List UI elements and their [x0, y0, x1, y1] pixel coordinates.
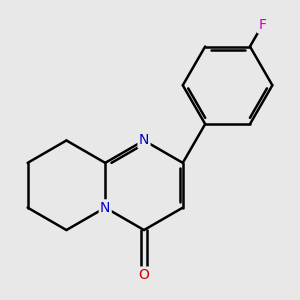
- Text: N: N: [139, 134, 149, 148]
- Text: O: O: [139, 268, 149, 282]
- Text: N: N: [100, 201, 110, 214]
- Text: F: F: [258, 18, 266, 32]
